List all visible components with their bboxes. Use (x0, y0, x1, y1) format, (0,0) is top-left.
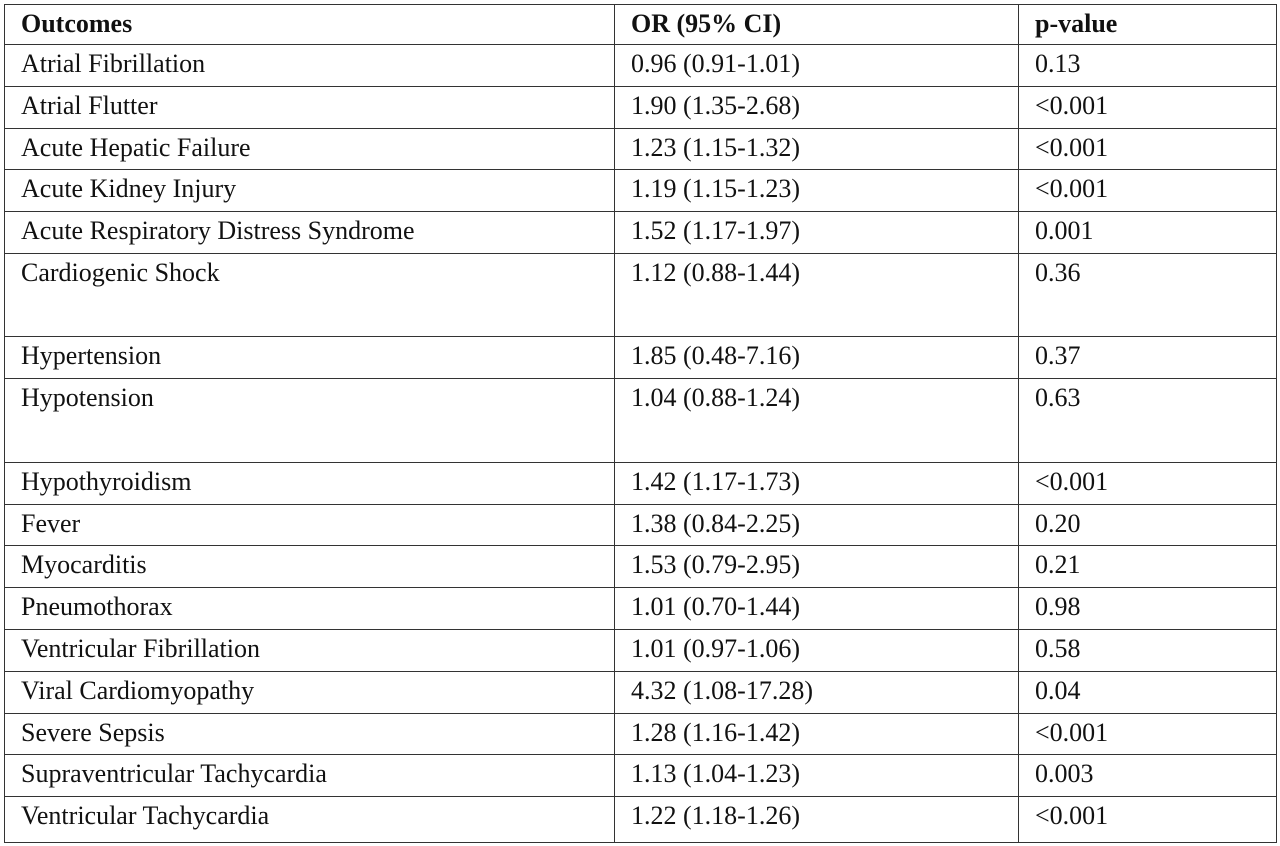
p-value-cell: 0.21 (1018, 545, 1277, 589)
outcome-cell: Myocarditis (4, 545, 615, 589)
table-row: Pneumothorax 1.01 (0.70-1.44) 0.98 (4, 587, 1277, 630)
table-body: Atrial Fibrillation 0.96 (0.91-1.01) 0.13 A… (4, 44, 1277, 844)
table-header: Outcomes OR (95% CI) p-value (4, 4, 1277, 45)
outcome-cell: Acute Kidney Injury (4, 169, 615, 213)
odds-ratio-cell: 1.90 (1.35-2.68) (614, 85, 1019, 129)
table-row: Acute Respiratory Distress Syndrome 1.52 … (4, 211, 1277, 254)
odds-ratio-cell: 1.53 (0.79-2.95) (614, 545, 1019, 589)
table-row: Hypotension 1.04 (0.88-1.24) 0.63 (4, 378, 1277, 463)
table-row: Atrial Fibrillation 0.96 (0.91-1.01) 0.13 (4, 44, 1277, 87)
p-value-cell: 0.04 (1018, 670, 1277, 714)
odds-ratio-cell: 1.13 (1.04-1.23) (614, 754, 1019, 798)
odds-ratio-cell: 1.22 (1.18-1.26) (614, 796, 1019, 844)
p-value-cell: 0.13 (1018, 44, 1277, 87)
odds-ratio-cell: 1.52 (1.17-1.97) (614, 211, 1019, 254)
p-value-cell: 0.98 (1018, 587, 1277, 630)
table-row: Viral Cardiomyopathy 4.32 (1.08-17.28) 0.0… (4, 670, 1277, 714)
p-value-cell: 0.58 (1018, 628, 1277, 672)
table-row: Fever 1.38 (0.84-2.25) 0.20 (4, 503, 1277, 547)
outcome-cell: Severe Sepsis (4, 712, 615, 756)
odds-ratio-cell: 1.23 (1.15-1.32) (614, 127, 1019, 171)
table-row: Supraventricular Tachycardia 1.13 (1.04-1… (4, 754, 1277, 798)
table-row: Myocarditis 1.53 (0.79-2.95) 0.21 (4, 545, 1277, 589)
outcome-cell: Hypotension (4, 378, 615, 463)
p-value-cell: 0.20 (1018, 503, 1277, 547)
odds-ratio-cell: 1.38 (0.84-2.25) (614, 503, 1019, 547)
header-cell: p-value (1018, 4, 1277, 45)
p-value-cell: <0.001 (1018, 85, 1277, 129)
odds-ratio-cell: 1.01 (0.97-1.06) (614, 628, 1019, 672)
p-value-cell: <0.001 (1018, 461, 1277, 505)
p-value-cell: 0.001 (1018, 211, 1277, 254)
outcome-cell: Atrial Flutter (4, 85, 615, 129)
table-row: Acute Kidney Injury 1.19 (1.15-1.23) <0.00… (4, 169, 1277, 213)
outcome-cell: Fever (4, 503, 615, 547)
odds-ratio-cell: 1.42 (1.17-1.73) (614, 461, 1019, 505)
p-value-cell: <0.001 (1018, 127, 1277, 171)
table-row: Acute Hepatic Failure 1.23 (1.15-1.32) <0.… (4, 127, 1277, 171)
outcome-cell: Cardiogenic Shock (4, 252, 615, 338)
outcome-cell: Acute Respiratory Distress Syndrome (4, 211, 615, 254)
odds-ratio-cell: 1.04 (0.88-1.24) (614, 378, 1019, 463)
p-value-cell: <0.001 (1018, 712, 1277, 756)
outcome-cell: Pneumothorax (4, 587, 615, 630)
outcome-cell: Viral Cardiomyopathy (4, 670, 615, 714)
table-row: Hypertension 1.85 (0.48-7.16) 0.37 (4, 336, 1277, 380)
header-row: Outcomes OR (95% CI) p-value (4, 4, 1277, 45)
outcome-cell: Ventricular Tachycardia (4, 796, 615, 844)
outcome-cell: Hypertension (4, 336, 615, 380)
p-value-cell: 0.36 (1018, 252, 1277, 338)
odds-ratio-cell: 1.85 (0.48-7.16) (614, 336, 1019, 380)
p-value-cell: 0.37 (1018, 336, 1277, 380)
p-value-cell: 0.63 (1018, 378, 1277, 463)
odds-ratio-cell: 1.01 (0.70-1.44) (614, 587, 1019, 630)
table-row: Cardiogenic Shock 1.12 (0.88-1.44) 0.36 (4, 252, 1277, 338)
outcomes-table: Outcomes OR (95% CI) p-value Atrial Fibr… (4, 4, 1277, 844)
outcome-cell: Acute Hepatic Failure (4, 127, 615, 171)
odds-ratio-cell: 4.32 (1.08-17.28) (614, 670, 1019, 714)
outcome-cell: Atrial Fibrillation (4, 44, 615, 87)
outcome-cell: Ventricular Fibrillation (4, 628, 615, 672)
odds-ratio-cell: 1.19 (1.15-1.23) (614, 169, 1019, 213)
table-row: Ventricular Fibrillation 1.01 (0.97-1.06)… (4, 628, 1277, 672)
table-row: Severe Sepsis 1.28 (1.16-1.42) <0.001 (4, 712, 1277, 756)
p-value-cell: <0.001 (1018, 796, 1277, 844)
odds-ratio-cell: 1.12 (0.88-1.44) (614, 252, 1019, 338)
table-row: Atrial Flutter 1.90 (1.35-2.68) <0.001 (4, 85, 1277, 129)
table-row: Ventricular Tachycardia 1.22 (1.18-1.26) <… (4, 796, 1277, 844)
outcome-cell: Supraventricular Tachycardia (4, 754, 615, 798)
p-value-cell: <0.001 (1018, 169, 1277, 213)
header-cell: Outcomes (4, 4, 615, 45)
odds-ratio-cell: 1.28 (1.16-1.42) (614, 712, 1019, 756)
table-row: Hypothyroidism 1.42 (1.17-1.73) <0.001 (4, 461, 1277, 505)
odds-ratio-cell: 0.96 (0.91-1.01) (614, 44, 1019, 87)
outcome-cell: Hypothyroidism (4, 461, 615, 505)
header-cell: OR (95% CI) (614, 4, 1019, 45)
p-value-cell: 0.003 (1018, 754, 1277, 798)
